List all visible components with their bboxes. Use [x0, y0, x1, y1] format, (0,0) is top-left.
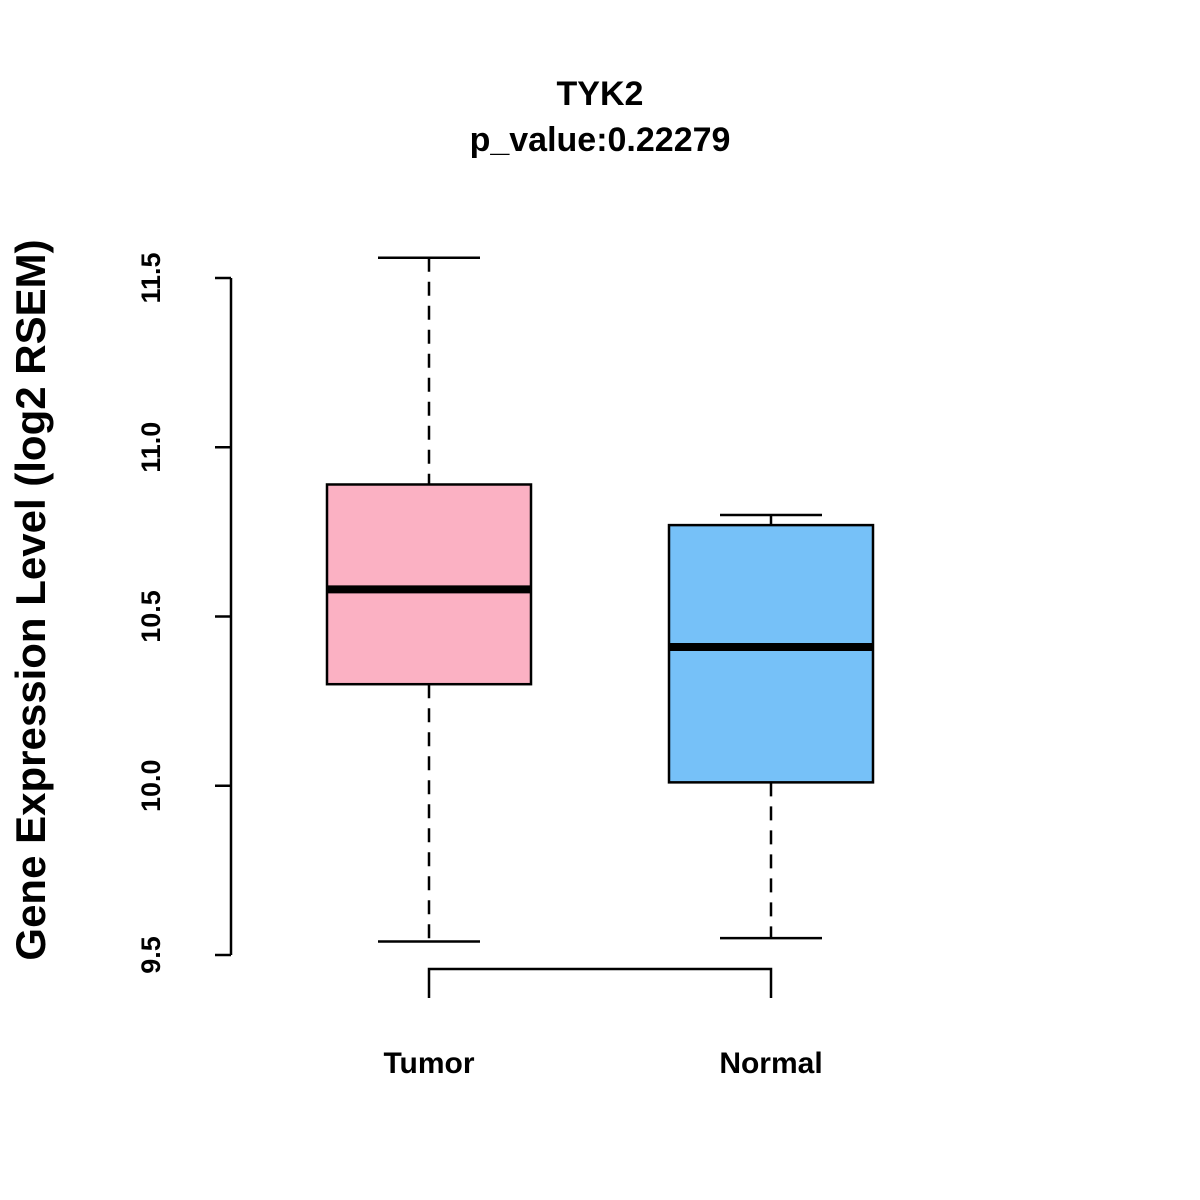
box-tumor: Tumor	[325, 256, 533, 1080]
chart-title: TYK2	[557, 75, 644, 113]
y-axis: 9.5 10.0 10.5 11.0 11.5	[136, 252, 233, 974]
iqr-box	[325, 483, 533, 686]
boxes: Tumor Normal	[325, 256, 875, 1080]
comparison-bracket	[427, 967, 773, 998]
x-tick-label: Normal	[719, 1047, 822, 1080]
y-tick-label: 10.5	[136, 590, 166, 643]
x-tick-label: Tumor	[383, 1047, 474, 1080]
y-tick-label: 11.0	[136, 422, 166, 473]
chart-subtitle: p_value:0.22279	[470, 121, 731, 159]
iqr-box	[667, 523, 875, 784]
y-tick-label: 9.5	[136, 936, 166, 974]
y-axis-label: Gene Expression Level (log2 RSEM)	[7, 239, 54, 960]
y-tick-label: 11.5	[136, 252, 166, 303]
bracket-line	[427, 967, 773, 998]
box-normal: Normal	[667, 513, 875, 1080]
y-tick-label: 10.0	[136, 759, 166, 812]
